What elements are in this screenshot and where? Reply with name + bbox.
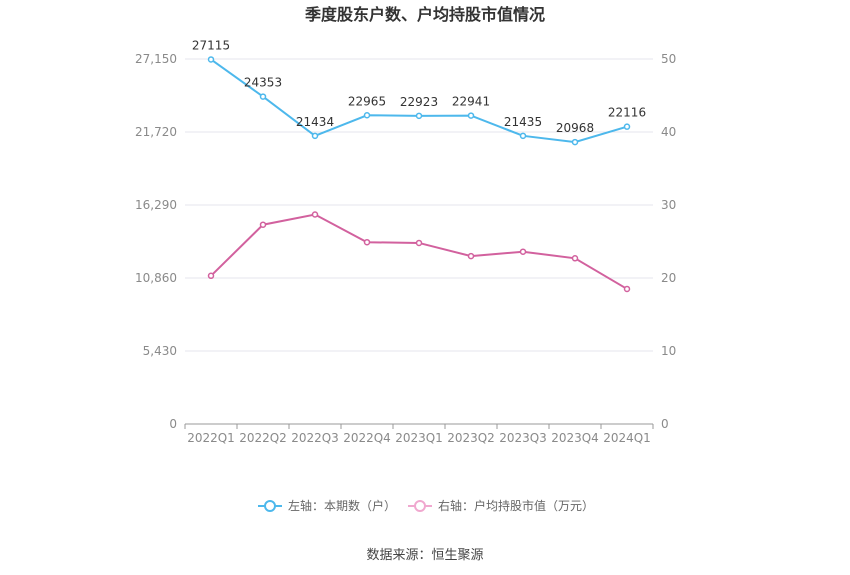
left-tick-label: 21,720	[135, 125, 177, 139]
x-tick-label: 2023Q1	[395, 431, 443, 445]
data-label-left: 27115	[192, 38, 230, 52]
data-point-left[interactable]	[207, 56, 215, 63]
x-tick-label: 2023Q3	[499, 431, 547, 445]
right-tick-label: 40	[661, 125, 676, 139]
right-tick-label: 30	[661, 198, 676, 212]
legend-marker-left	[264, 500, 276, 512]
data-point-right[interactable]	[571, 255, 579, 262]
right-tick-label: 10	[661, 344, 676, 358]
left-axis: 0 5,430 10,860 16,290 21,720 27,150	[135, 52, 177, 431]
data-point-left[interactable]	[311, 132, 319, 140]
right-tick-label: 20	[661, 271, 676, 285]
series-left: 27115 24353 21434 22965 22923 22941 21435 20968…	[192, 38, 646, 146]
data-label-left: 20968	[556, 121, 594, 135]
data-point-right[interactable]	[623, 285, 631, 293]
legend-item-left-series[interactable]: 左轴：本期数（户）	[258, 498, 396, 513]
x-tick-label: 2023Q4	[551, 431, 599, 445]
x-tick-label: 2023Q2	[447, 431, 495, 445]
data-point-left[interactable]	[623, 123, 631, 130]
data-label-left: 22116	[608, 106, 646, 120]
data-point-left[interactable]	[259, 93, 267, 100]
x-tick-label: 2024Q1	[603, 431, 651, 445]
left-tick-label: 27,150	[135, 52, 177, 66]
left-tick-label: 10,860	[135, 271, 177, 285]
data-point-left[interactable]	[571, 138, 579, 146]
x-tick-label: 2022Q2	[239, 431, 287, 445]
x-axis: 2022Q1 2022Q2 2022Q3 2022Q4 2023Q1 2023Q2 2023…	[184, 424, 654, 445]
legend-item-right-series[interactable]: 右轴：户均持股市值（万元）	[408, 498, 594, 513]
data-label-left: 24353	[244, 76, 282, 90]
data-label-left: 21434	[296, 115, 334, 129]
right-tick-label: 50	[661, 52, 676, 66]
data-label-left: 22941	[452, 95, 490, 109]
source-note: 数据来源：恒生聚源	[366, 548, 483, 563]
left-tick-label: 5,430	[143, 344, 177, 358]
data-point-left[interactable]	[519, 132, 527, 140]
legend-marker-right	[414, 500, 426, 512]
right-axis: 0 10 20 30 40 50	[661, 52, 676, 431]
data-point-right[interactable]	[363, 238, 371, 246]
data-point-left[interactable]	[363, 112, 371, 119]
left-tick-label: 16,290	[135, 198, 177, 212]
data-point-left[interactable]	[467, 112, 475, 119]
data-point-right[interactable]	[519, 248, 527, 255]
data-point-right[interactable]	[207, 272, 215, 280]
data-point-right[interactable]	[259, 221, 267, 228]
legend: 左轴：本期数（户） 右轴：户均持股市值（万元）	[258, 498, 594, 513]
data-label-left: 22923	[400, 95, 438, 109]
data-label-left: 21435	[504, 115, 542, 129]
series-right	[207, 211, 631, 293]
x-tick-label: 2022Q3	[291, 431, 339, 445]
left-tick-label: 0	[169, 417, 177, 431]
data-point-right[interactable]	[415, 239, 423, 247]
grid-lines	[185, 58, 653, 425]
data-point-left[interactable]	[415, 112, 423, 120]
legend-label-right: 右轴：户均持股市值（万元）	[438, 498, 594, 513]
x-tick-label: 2022Q1	[187, 431, 235, 445]
series-layer: 27115 24353 21434 22965 22923 22941 21435 20968…	[192, 38, 646, 293]
right-tick-label: 0	[661, 417, 669, 431]
legend-label-left: 左轴：本期数（户）	[288, 498, 396, 513]
chart-title: 季度股东户数、户均持股市值情况	[304, 5, 545, 24]
data-point-right[interactable]	[467, 252, 475, 260]
data-point-right[interactable]	[311, 211, 319, 218]
data-label-left: 22965	[348, 94, 386, 108]
x-tick-label: 2022Q4	[343, 431, 391, 445]
